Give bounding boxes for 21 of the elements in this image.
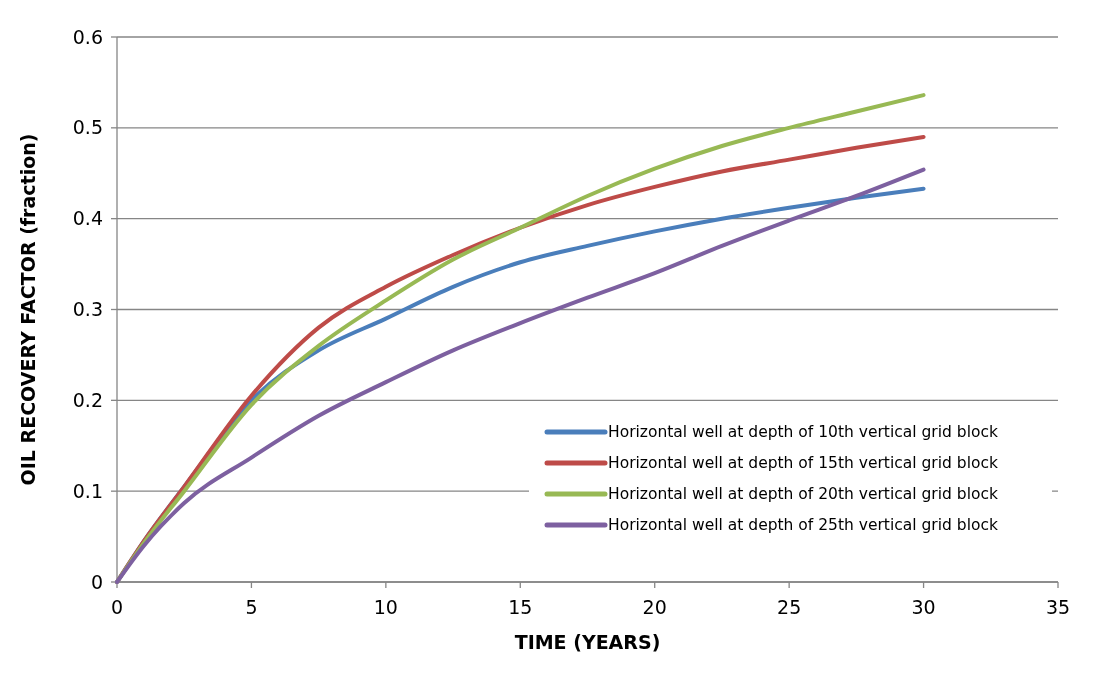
y-tick-label: 0.4 <box>72 207 103 230</box>
legend-label: Horizontal well at depth of 10th vertical grid block <box>608 423 998 442</box>
x-tick-label: 35 <box>1045 596 1071 618</box>
y-tick-label: 0 <box>90 570 103 593</box>
y-axis-title: OIL RECOVERY FACTOR (fraction) <box>17 133 39 486</box>
x-tick-label: 30 <box>911 596 936 618</box>
x-tick-label: 0 <box>110 596 124 618</box>
y-tick-label: 0.3 <box>72 298 103 321</box>
legend-label: Horizontal well at depth of 15th vertical grid block <box>608 454 998 473</box>
x-tick-label: 20 <box>642 596 667 618</box>
y-tick-label: 0.6 <box>72 25 103 48</box>
legend-label: Horizontal well at depth of 25th vertical grid block <box>608 516 998 535</box>
x-tick-label: 10 <box>373 596 398 618</box>
y-tick-label: 0.1 <box>72 479 103 502</box>
y-tick-label: 0.2 <box>72 388 103 411</box>
x-tick-label: 5 <box>245 596 258 618</box>
x-tick-label: 15 <box>508 596 533 618</box>
y-tick-label: 0.5 <box>72 116 103 139</box>
x-axis-title: TIME (YEARS) <box>514 631 661 653</box>
x-tick-label: 25 <box>777 596 802 618</box>
legend-label: Horizontal well at depth of 20th vertical grid block <box>608 485 998 504</box>
